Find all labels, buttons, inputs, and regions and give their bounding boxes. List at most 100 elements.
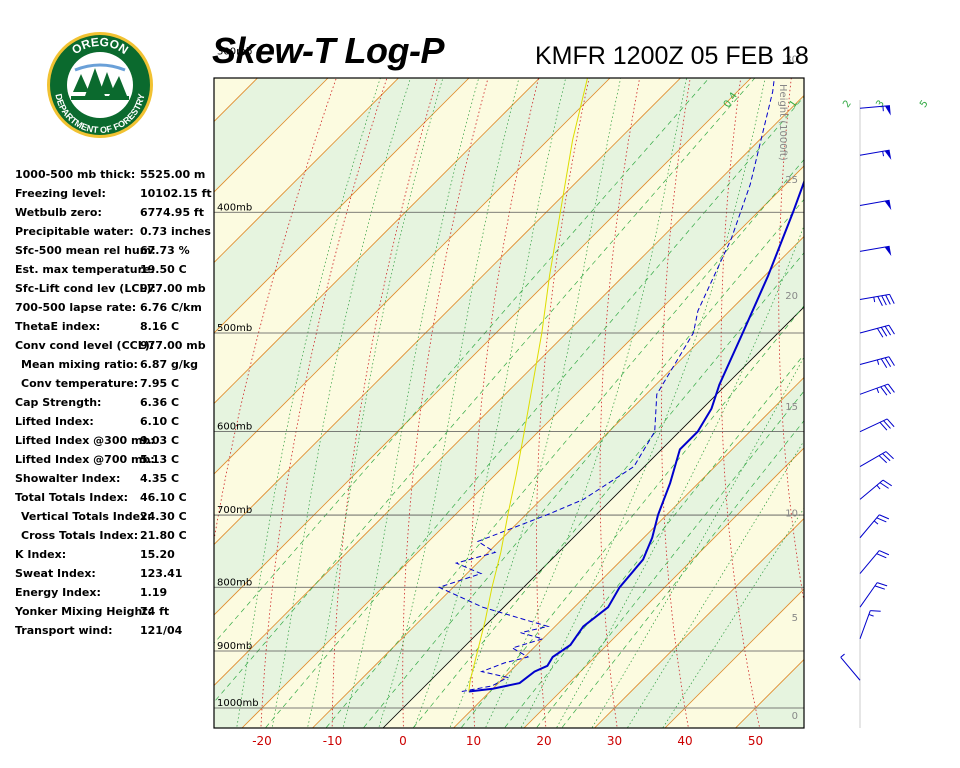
index-label: Wetbulb zero: [15, 206, 102, 219]
index-row: Energy Index: 1.19 [15, 586, 215, 605]
wind-barb-staff [859, 356, 890, 366]
index-value: 5525.00 m [140, 168, 206, 181]
moist-adiabat [378, 78, 520, 728]
wind-barb-flag [883, 420, 891, 429]
index-label: K Index: [15, 548, 67, 561]
index-row: Yonker Mixing Height: 74 ft [15, 605, 215, 624]
index-label: Cross Totals Index: [21, 529, 139, 542]
moist-adiabat [626, 440, 804, 728]
index-value: 1.19 [140, 586, 168, 599]
wind-barb [859, 514, 890, 539]
station-time-label: KMFR 1200Z 05 FEB 18 [535, 42, 809, 70]
wind-barb-column [840, 100, 895, 728]
wind-barb-flag [878, 455, 887, 464]
height-tick-label: 0 [792, 711, 798, 722]
index-row: Total Totals Index: 46.10 C [15, 491, 215, 510]
index-value: 7.95 C [140, 377, 180, 390]
index-value: 24.30 C [140, 510, 187, 523]
index-row: K Index: 15.20 [15, 548, 215, 567]
wind-barb-flag [887, 383, 895, 393]
pressure-label: 500mb [217, 323, 252, 334]
isotherm [241, 165, 804, 728]
isotherm [311, 235, 804, 728]
height-tick-label: 30 [785, 54, 798, 65]
temp-band [214, 78, 804, 686]
wind-barb [859, 245, 892, 257]
wind-barb-flag [877, 296, 883, 306]
index-value: 977.00 mb [140, 282, 206, 295]
wind-barb [859, 105, 891, 116]
wind-barb [859, 550, 890, 574]
index-row: Cross Totals Index: 21.80 C [15, 529, 215, 548]
wind-barb [859, 418, 895, 433]
wind-barb-staff [859, 418, 888, 433]
isotherm [523, 447, 804, 728]
dewpoint-trace [437, 78, 775, 692]
index-label: 700-500 lapse rate: [15, 301, 137, 314]
index-label: Total Totals Index: [15, 491, 129, 504]
wind-barb-flag [884, 326, 892, 336]
wind-barb-half-flag [882, 151, 885, 157]
index-label: Showalter Index: [15, 472, 121, 485]
mixing-ratio-line [325, 159, 804, 728]
wind-barb-flag [882, 453, 891, 462]
isotherm [214, 78, 400, 264]
moist-adiabat [236, 78, 381, 728]
index-label: Conv temperature: [21, 377, 139, 390]
index-value: 5.13 C [140, 453, 180, 466]
x-tick-label: -10 [323, 734, 343, 748]
wind-barb-staff [859, 582, 878, 608]
mixing-ratio-line [504, 354, 804, 728]
index-row: Sweat Index: 123.41 [15, 567, 215, 586]
svg-text:OREGON: OREGON [69, 35, 131, 57]
mixing-ratio-line [362, 198, 804, 728]
wind-barb-flag [876, 553, 887, 559]
wind-barb-flag [880, 386, 888, 396]
pressure-label: 800mb [217, 577, 252, 588]
dry-adiabat [835, 0, 911, 734]
pressure-label: 300mb [217, 47, 252, 58]
index-label: Sweat Index: [15, 567, 96, 580]
index-label: Yonker Mixing Height: [15, 605, 152, 618]
index-label: Conv cond level (CCL): [15, 339, 155, 352]
index-label: 1000-500 mb thick: [15, 168, 136, 181]
moist-adiabat [591, 356, 804, 728]
wind-barb-staff [859, 105, 890, 109]
pressure-label: 700mb [217, 505, 252, 516]
freezing-isotherm [382, 306, 804, 728]
oregon-forestry-logo: OREGON DEPARTMENT OF FORESTRY [47, 32, 153, 138]
index-label: Transport wind: [15, 624, 113, 637]
wind-barb-flag [882, 479, 892, 487]
index-row: Lifted Index: 6.10 C [15, 415, 215, 434]
wind-barb [859, 383, 895, 396]
wind-barb-staff [859, 550, 880, 574]
plot-frame [213, 77, 805, 729]
wind-barb-half-flag [876, 387, 880, 394]
wind-barb-half-flag [873, 520, 879, 525]
wind-barb-half-flag [876, 484, 881, 490]
index-value: 0.73 inches [140, 225, 211, 238]
wind-barb-pennant [884, 105, 891, 116]
wind-barb-flag [888, 356, 895, 366]
wind-barb-pennant [884, 200, 892, 211]
index-label: Est. max temperature: [15, 263, 155, 276]
wind-barb-flag [879, 422, 888, 431]
height-tick-label: 20 [785, 291, 798, 302]
wind-barb-flag [884, 385, 892, 395]
x-tick-label: 30 [607, 734, 622, 748]
wind-barb-flag [888, 324, 895, 335]
isotherm [452, 376, 804, 728]
index-row: Wetbulb zero: 6774.95 ft [15, 206, 215, 225]
wind-barb-flag [874, 585, 885, 590]
wind-barb-flag [884, 357, 892, 367]
wind-barb [840, 653, 861, 681]
index-label: Freezing level: [15, 187, 106, 200]
wind-barb-staff [859, 479, 884, 500]
moist-adiabat [449, 78, 622, 728]
mixing-ratio-line [561, 420, 804, 728]
mixing-ratio-line [214, 78, 756, 703]
index-value: 6.87 g/kg [140, 358, 199, 371]
moist-adiabat [342, 78, 480, 728]
x-tick-label: 0 [399, 734, 407, 748]
